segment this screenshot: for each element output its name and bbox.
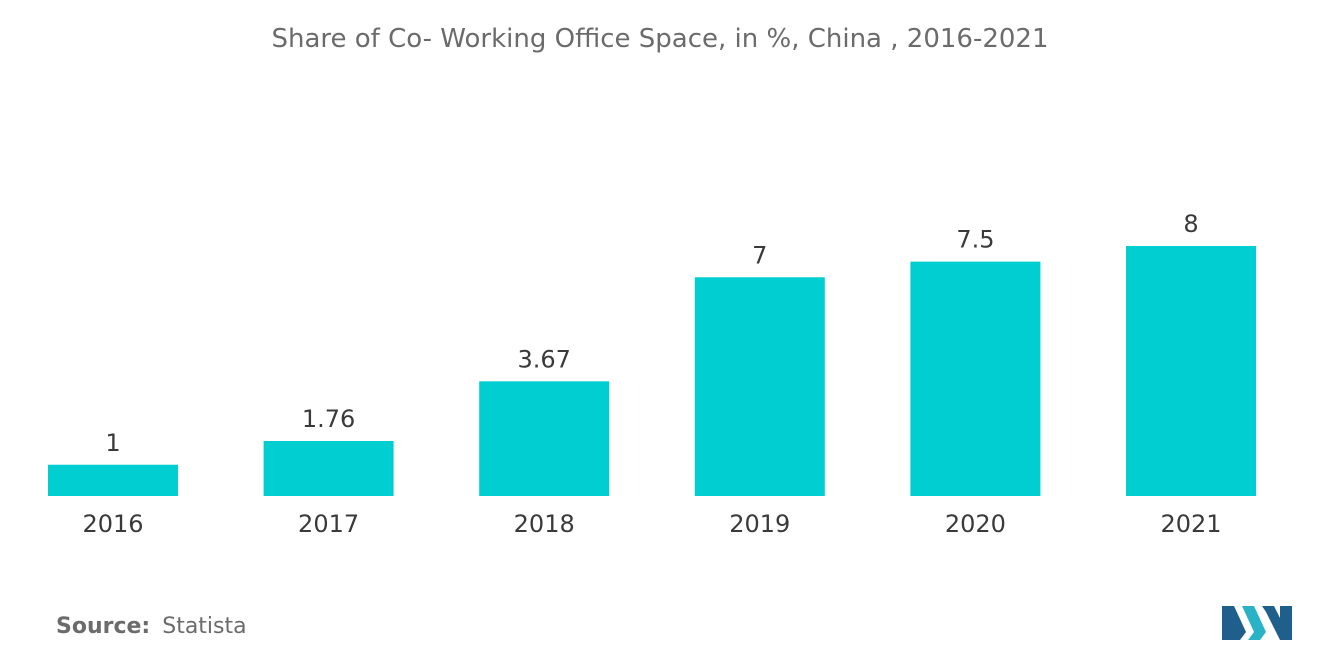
bar-2017	[263, 441, 394, 496]
bar-2021	[1126, 246, 1256, 496]
value-label-2018: 3.67	[517, 345, 570, 373]
x-tick-label-2017: 2017	[298, 510, 359, 538]
source-label: Source:	[56, 614, 151, 639]
value-label-2020: 7.5	[956, 226, 994, 254]
source-value: Statista	[162, 614, 247, 639]
x-tick-label-2018: 2018	[514, 510, 575, 538]
x-tick-labels-group: 2016 2017 2018 2019 2020 2021	[82, 510, 1221, 538]
value-label-2019: 7	[752, 241, 767, 269]
x-tick-label-2016: 2016	[82, 510, 143, 538]
bars-group	[48, 246, 1256, 496]
mordor-intelligence-logo-icon	[1222, 606, 1292, 640]
bar-2016	[48, 464, 178, 496]
chart-title: Share of Co- Working Office Space, in %,…	[271, 24, 1049, 54]
logo-shape-1	[1222, 606, 1246, 640]
x-tick-label-2019: 2019	[729, 510, 790, 538]
bar-2020	[910, 261, 1041, 496]
value-label-2016: 1	[105, 429, 120, 457]
bar-2018	[479, 381, 610, 496]
logo-shape-3	[1262, 606, 1292, 640]
bar-chart: 1 1.76 3.67 7 7.5 8 2016 2017 2018 2019 2020 2021	[48, 210, 1256, 538]
value-label-2021: 8	[1183, 210, 1198, 238]
logo-shape-2	[1242, 606, 1266, 640]
x-tick-label-2020: 2020	[945, 510, 1006, 538]
value-labels-group: 1 1.76 3.67 7 7.5 8	[105, 210, 1198, 457]
bar-2019	[694, 277, 825, 496]
value-label-2017: 1.76	[302, 405, 355, 433]
source-note: Source: Statista	[56, 614, 247, 639]
x-tick-label-2021: 2021	[1160, 510, 1221, 538]
